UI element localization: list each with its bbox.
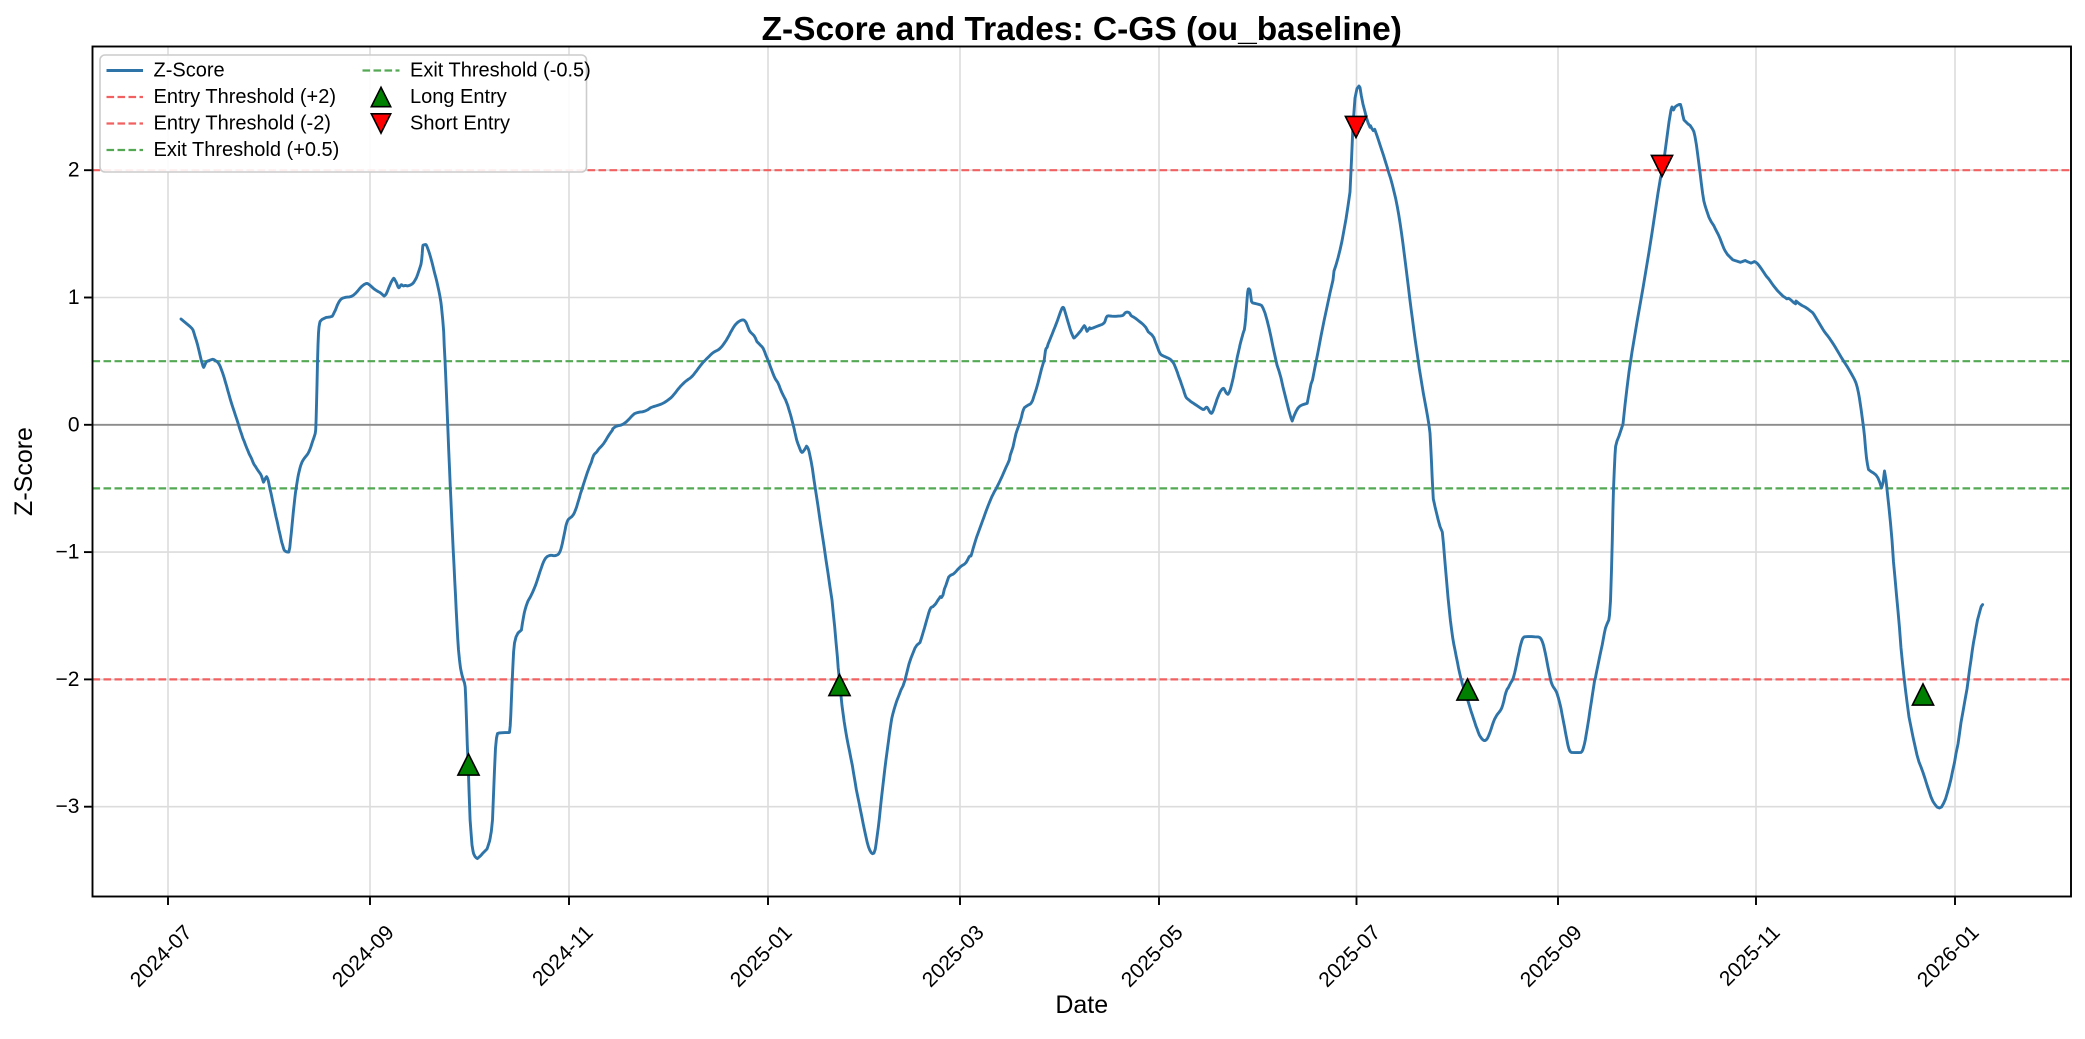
svg-text:Z-Score: Z-Score (10, 427, 38, 516)
svg-text:Z-Score: Z-Score (154, 60, 225, 82)
svg-text:Exit Threshold (-0.5): Exit Threshold (-0.5) (410, 60, 591, 82)
svg-text:Entry Threshold (-2): Entry Threshold (-2) (154, 113, 331, 135)
svg-text:Short Entry: Short Entry (410, 113, 510, 135)
svg-text:−2: −2 (56, 668, 80, 691)
svg-text:Exit Threshold (+0.5): Exit Threshold (+0.5) (154, 139, 340, 161)
svg-text:Date: Date (1055, 991, 1108, 1019)
svg-text:−3: −3 (56, 795, 80, 818)
svg-text:1: 1 (68, 286, 80, 309)
svg-text:Entry Threshold (+2): Entry Threshold (+2) (154, 86, 337, 108)
svg-text:0: 0 (68, 413, 80, 436)
svg-text:Long Entry: Long Entry (410, 86, 507, 108)
svg-text:Z-Score and Trades: C-GS (ou_b: Z-Score and Trades: C-GS (ou_baseline) (762, 11, 1402, 48)
svg-text:2: 2 (68, 159, 80, 182)
svg-text:−1: −1 (56, 541, 80, 564)
